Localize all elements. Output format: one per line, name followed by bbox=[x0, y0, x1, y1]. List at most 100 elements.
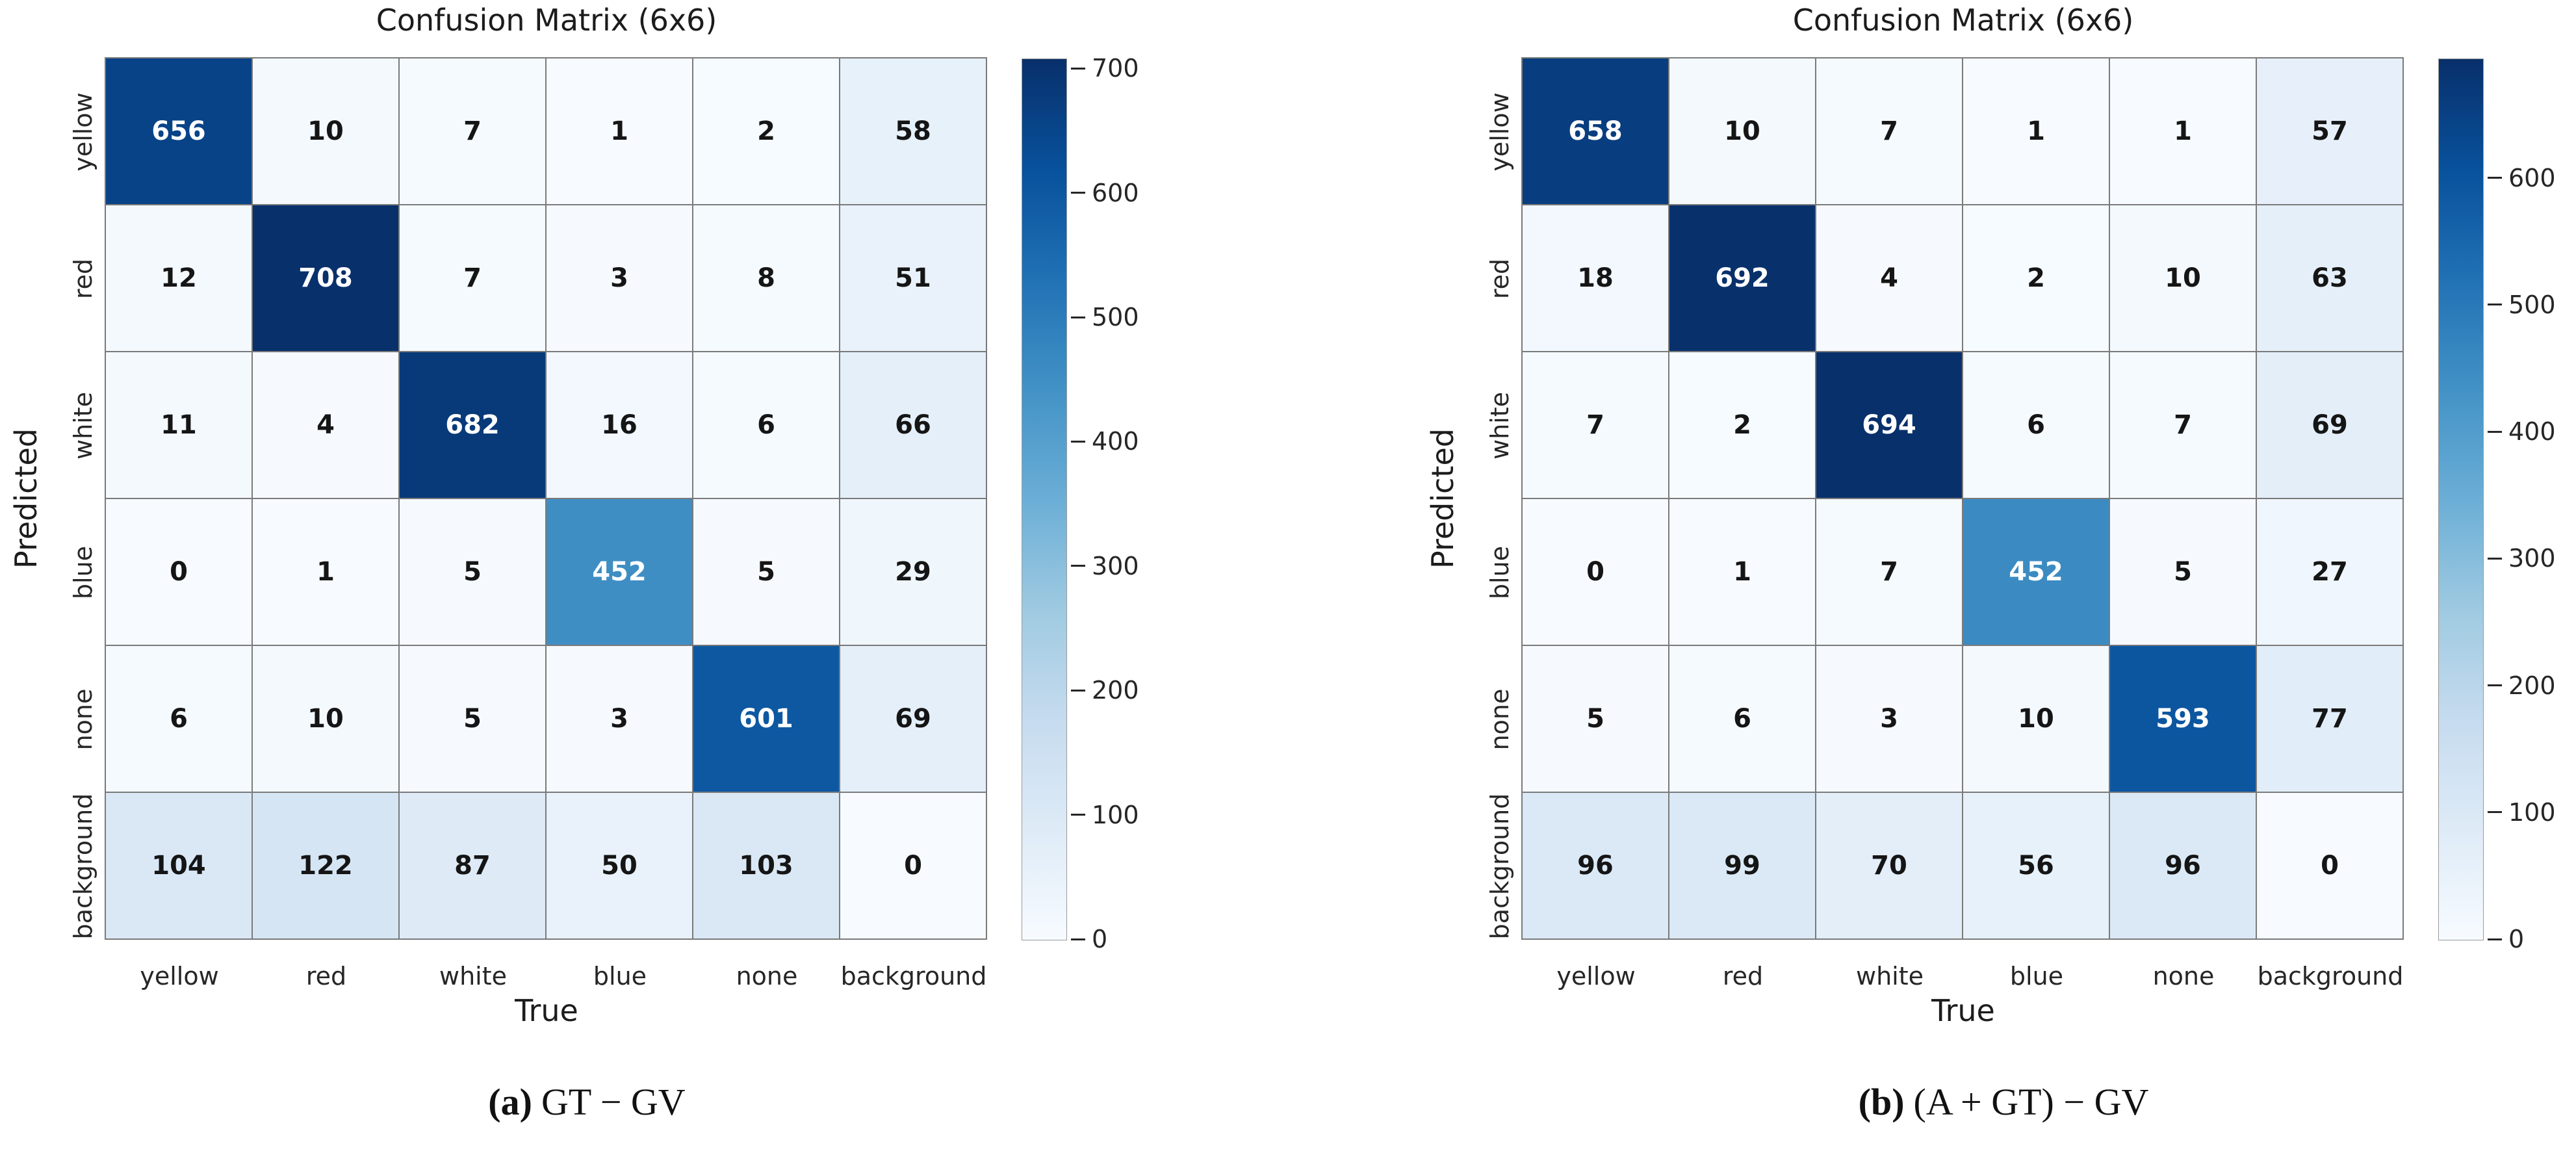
heatmap-cell-red-yellow: 12 bbox=[106, 205, 251, 351]
heatmap-cell-yellow-background: 57 bbox=[2257, 58, 2402, 204]
heatmap-cell-background-blue: 56 bbox=[1963, 793, 2109, 938]
heatmap-cell-red-blue: 3 bbox=[547, 205, 692, 351]
x-tick-label: yellow bbox=[140, 962, 219, 990]
heatmap-cell-red-background: 51 bbox=[840, 205, 986, 351]
heatmap-cell-blue-background: 27 bbox=[2257, 499, 2402, 645]
heatmap-cell-red-white: 4 bbox=[1816, 205, 1962, 351]
heatmap-cell-background-background: 0 bbox=[2257, 793, 2402, 938]
x-tick-label: background bbox=[840, 962, 987, 990]
heatmap-cell-background-white: 70 bbox=[1816, 793, 1962, 938]
heatmap-cell-yellow-white: 7 bbox=[400, 58, 545, 204]
heatmap-cell-none-white: 5 bbox=[400, 646, 545, 792]
heatmap-cell-none-background: 77 bbox=[2257, 646, 2402, 792]
heatmap-cell-background-none: 96 bbox=[2110, 793, 2256, 938]
x-tick-label: background bbox=[2257, 962, 2404, 990]
x-tick-label: red bbox=[1722, 962, 1764, 990]
heatmap-cell-none-blue: 10 bbox=[1963, 646, 2109, 792]
heatmap-cell-white-white: 682 bbox=[400, 352, 545, 498]
heatmap-cell-none-none: 601 bbox=[693, 646, 839, 792]
colorbar-tick-label: 0 bbox=[1092, 925, 1108, 953]
heatmap-cell-background-background: 0 bbox=[840, 793, 986, 938]
panel-title: Confusion Matrix (6x6) bbox=[376, 3, 717, 38]
heatmap-cell-blue-none: 5 bbox=[2110, 499, 2256, 645]
x-axis-label: True bbox=[515, 993, 578, 1028]
heatmap-cell-yellow-red: 10 bbox=[1669, 58, 1815, 204]
colorbar-tick-label: 400 bbox=[1092, 427, 1139, 456]
colorbar-tick-mark bbox=[1071, 440, 1085, 443]
colorbar-tick-mark bbox=[2488, 430, 2502, 433]
heatmap-cell-blue-yellow: 0 bbox=[106, 499, 251, 645]
colorbar-tick-label: 100 bbox=[1092, 800, 1139, 829]
y-tick-label: blue bbox=[69, 545, 97, 600]
x-tick-label: none bbox=[736, 962, 798, 990]
heatmap-cell-none-blue: 3 bbox=[547, 646, 692, 792]
heatmap-cell-red-red: 692 bbox=[1669, 205, 1815, 351]
colorbar-tick-mark bbox=[2488, 811, 2502, 814]
panel-a: Confusion Matrix (6x6) Predicted 656 10 7 1… bbox=[0, 0, 1159, 1151]
heatmap-cell-white-red: 2 bbox=[1669, 352, 1815, 498]
heatmap-cell-blue-red: 1 bbox=[253, 499, 398, 645]
heatmap-cell-red-none: 10 bbox=[2110, 205, 2256, 351]
heatmap-cell-blue-blue: 452 bbox=[547, 499, 692, 645]
y-axis-label: Predicted bbox=[1425, 428, 1460, 569]
heatmap-cell-yellow-blue: 1 bbox=[1963, 58, 2109, 204]
subfigure-caption: (b) (A + GT) − GV bbox=[1419, 1080, 2576, 1124]
y-tick-label: none bbox=[1486, 688, 1514, 751]
heatmap-cell-background-yellow: 96 bbox=[1523, 793, 1668, 938]
caption-index: (b) bbox=[1858, 1081, 1905, 1123]
heatmap-cell-white-background: 66 bbox=[840, 352, 986, 498]
caption-text: (A + GT) − GV bbox=[1913, 1081, 2149, 1123]
colorbar-tick-label: 500 bbox=[1092, 303, 1139, 332]
x-tick-label: blue bbox=[2009, 962, 2064, 990]
heatmap-cell-white-yellow: 7 bbox=[1523, 352, 1668, 498]
heatmap-cell-background-yellow: 104 bbox=[106, 793, 251, 938]
heatmap-cell-white-blue: 16 bbox=[547, 352, 692, 498]
y-tick-label: white bbox=[69, 392, 97, 459]
heatmap-cell-none-background: 69 bbox=[840, 646, 986, 792]
heatmap-cell-blue-none: 5 bbox=[693, 499, 839, 645]
heatmap-cell-none-red: 6 bbox=[1669, 646, 1815, 792]
colorbar-tick-mark bbox=[2488, 684, 2502, 686]
heatmap-cell-red-background: 63 bbox=[2257, 205, 2402, 351]
colorbar-tick-mark bbox=[2488, 177, 2502, 179]
x-tick-label: none bbox=[2152, 962, 2215, 990]
colorbar bbox=[2438, 58, 2484, 940]
heatmap-cell-blue-yellow: 0 bbox=[1523, 499, 1668, 645]
heatmap-cell-blue-background: 29 bbox=[840, 499, 986, 645]
caption-text: GT − GV bbox=[541, 1081, 686, 1123]
colorbar-tick-label: 200 bbox=[1092, 676, 1139, 705]
colorbar-tick-mark bbox=[1071, 67, 1085, 70]
y-tick-label: none bbox=[69, 688, 97, 751]
heatmap-cell-white-red: 4 bbox=[253, 352, 398, 498]
heatmap-cell-blue-red: 1 bbox=[1669, 499, 1815, 645]
heatmap-cell-white-background: 69 bbox=[2257, 352, 2402, 498]
heatmap-cell-red-blue: 2 bbox=[1963, 205, 2109, 351]
x-tick-label: white bbox=[1856, 962, 1924, 990]
colorbar bbox=[1022, 58, 1067, 940]
x-tick-label: blue bbox=[593, 962, 647, 990]
panel-b: Confusion Matrix (6x6) Predicted 658 10 7 1… bbox=[1417, 0, 2576, 1151]
heatmap-cell-none-yellow: 6 bbox=[106, 646, 251, 792]
colorbar-tick-mark bbox=[2488, 938, 2502, 940]
heatmap-cell-background-white: 87 bbox=[400, 793, 545, 938]
x-tick-label: yellow bbox=[1556, 962, 1636, 990]
colorbar-tick-mark bbox=[2488, 304, 2502, 306]
y-tick-label: background bbox=[69, 793, 97, 940]
y-tick-label: red bbox=[69, 258, 97, 300]
colorbar-tick-mark bbox=[1071, 689, 1085, 692]
colorbar-tick-label: 600 bbox=[2508, 163, 2556, 192]
heatmap-cell-yellow-blue: 1 bbox=[547, 58, 692, 204]
x-tick-label: red bbox=[305, 962, 347, 990]
caption-index: (a) bbox=[488, 1081, 532, 1123]
heatmap-cell-background-red: 99 bbox=[1669, 793, 1815, 938]
heatmap-cell-blue-blue: 452 bbox=[1963, 499, 2109, 645]
heatmap-cell-none-white: 3 bbox=[1816, 646, 1962, 792]
heatmap-cell-background-none: 103 bbox=[693, 793, 839, 938]
heatmap-cell-none-yellow: 5 bbox=[1523, 646, 1668, 792]
colorbar-tick-label: 300 bbox=[1092, 551, 1139, 580]
heatmap-cell-white-yellow: 11 bbox=[106, 352, 251, 498]
y-tick-label: red bbox=[1486, 258, 1514, 300]
y-axis-label: Predicted bbox=[8, 428, 44, 569]
y-tick-label: blue bbox=[1486, 545, 1514, 600]
